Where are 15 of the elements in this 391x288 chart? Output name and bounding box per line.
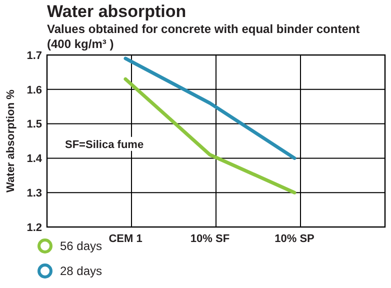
y-tick-label: 1.7 [26, 50, 42, 62]
chart-subtitle: Values obtained for concrete with equal binder content (400 kg/m³ ) [47, 22, 360, 51]
y-tick-label: 1.3 [26, 187, 42, 200]
x-tick-label: CEM 1 [108, 233, 142, 245]
legend-label: 56 days [60, 239, 102, 254]
chart-title: Water absorption [47, 2, 186, 21]
x-tick-label: 10% SF [190, 233, 230, 245]
annotation: SF=Silica fume [65, 138, 144, 151]
y-tick-label: 1.5 [26, 118, 42, 131]
y-tick-label: 1.2 [26, 222, 42, 234]
y-tick-label: 1.4 [26, 153, 43, 166]
y-tick-label: 1.6 [26, 84, 42, 96]
x-tick-label: 10% SP [274, 233, 314, 245]
y-axis-title: Water absorption % [5, 89, 17, 192]
legend-label: 28 days [60, 264, 102, 278]
